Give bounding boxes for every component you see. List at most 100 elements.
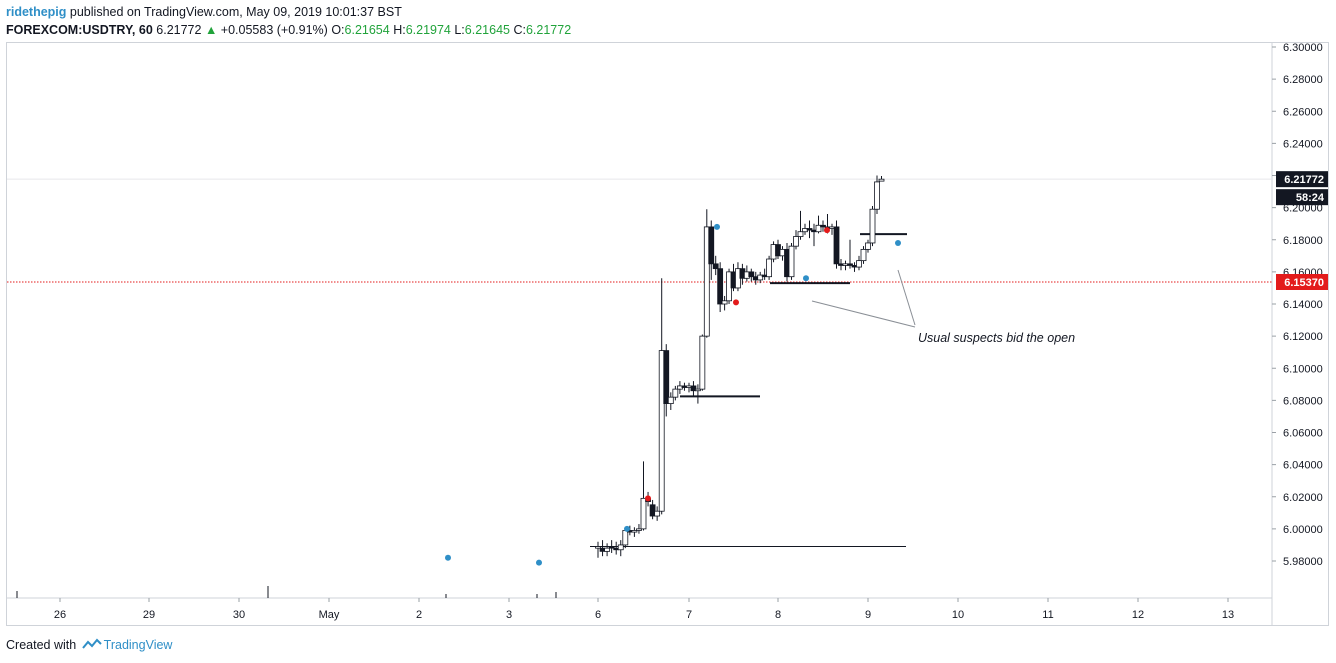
event-marker[interactable] xyxy=(824,227,830,234)
y-tick-label: 6.30000 xyxy=(1283,42,1323,54)
candle-body xyxy=(699,335,706,390)
candle-body xyxy=(604,547,610,552)
event-marker[interactable] xyxy=(895,239,901,246)
y-tick-label: 6.26000 xyxy=(1283,106,1323,118)
created-with: Created with xyxy=(6,638,77,652)
x-tick-label: 2 xyxy=(416,609,422,621)
y-tick-label: 6.08000 xyxy=(1283,395,1323,407)
countdown-label: 58:24 xyxy=(1296,192,1325,204)
change: +0.05583 (+0.91%) xyxy=(220,23,328,37)
x-tick-label: 29 xyxy=(143,609,155,621)
publish-text: published on TradingView.com, May 09, 20… xyxy=(69,5,402,19)
candle-body xyxy=(869,208,876,244)
countdown-label-bg xyxy=(1276,189,1328,206)
candle-body xyxy=(788,245,795,278)
author-link[interactable]: ridethepig xyxy=(6,5,67,19)
y-tick-label: 6.12000 xyxy=(1283,331,1323,343)
event-marker[interactable] xyxy=(733,299,739,306)
open-label: O: xyxy=(331,23,345,37)
annotation-arrow xyxy=(897,269,916,326)
candle-body xyxy=(663,350,670,404)
candle-body xyxy=(703,226,710,337)
x-tick-label: 11 xyxy=(1042,609,1053,621)
candle-body xyxy=(622,530,629,546)
x-tick-label: 8 xyxy=(775,609,781,621)
candle-body xyxy=(672,388,679,398)
candle-body xyxy=(717,268,724,305)
y-tick-label: 6.18000 xyxy=(1283,235,1323,247)
event-marker[interactable] xyxy=(445,554,451,561)
footer: Created with TradingView xyxy=(6,638,172,652)
x-tick-label: 30 xyxy=(233,609,245,621)
candle-body xyxy=(658,350,665,512)
candle-body xyxy=(847,263,853,266)
open-value: 6.21654 xyxy=(344,23,390,37)
candle-body xyxy=(748,271,755,278)
candle-body xyxy=(649,504,656,517)
tradingview-logo-icon xyxy=(81,638,102,649)
x-tick-label: 6 xyxy=(595,609,601,621)
y-tick-label: 5.98000 xyxy=(1283,556,1323,568)
high-label: H: xyxy=(393,23,406,37)
x-tick-label: 26 xyxy=(54,609,66,621)
candle-body xyxy=(806,228,813,231)
candle-body xyxy=(595,546,601,549)
y-tick-label: 6.02000 xyxy=(1283,492,1323,504)
x-tick-label: May xyxy=(319,609,340,621)
x-tick-label: 10 xyxy=(952,609,964,621)
candle-body xyxy=(712,263,719,270)
candle-body xyxy=(793,236,799,247)
x-tick-label: 13 xyxy=(1222,609,1234,621)
up-arrow-icon: ▲ xyxy=(204,23,218,37)
tradingview-link[interactable]: TradingView xyxy=(103,638,173,652)
candle-body xyxy=(631,530,638,533)
current-price-label-bg xyxy=(1276,171,1328,188)
candle-body xyxy=(856,260,862,268)
publish-info: ridethepig published on TradingView.com,… xyxy=(6,4,402,20)
symbol-row: FOREXCOM:USDTRY, 60 6.21772 ▲ +0.05583 (… xyxy=(6,22,571,38)
last-price: 6.21772 xyxy=(156,23,202,37)
candle-body xyxy=(654,510,661,517)
y-tick-label: 6.10000 xyxy=(1283,363,1323,375)
y-tick-label: 6.04000 xyxy=(1283,460,1323,472)
candle-body xyxy=(815,224,822,233)
high-value: 6.21974 xyxy=(405,23,451,37)
y-tick-label: 6.20000 xyxy=(1283,203,1323,215)
low-value: 6.21645 xyxy=(464,23,510,37)
chart-frame xyxy=(6,42,1329,626)
candle-body xyxy=(833,226,840,265)
candle-body xyxy=(636,528,642,531)
candle-body xyxy=(797,231,804,237)
x-tick-label: 7 xyxy=(686,609,692,621)
close-value: 6.21772 xyxy=(525,23,572,37)
candle-body xyxy=(820,224,826,228)
candle-body xyxy=(878,178,885,182)
symbol: FOREXCOM:USDTRY, 60 xyxy=(6,23,153,37)
candle-body xyxy=(874,181,880,210)
candle-body xyxy=(721,300,728,305)
candle-body xyxy=(608,546,615,549)
y-tick-label: 6.06000 xyxy=(1283,428,1323,440)
current-price-label: 6.21772 xyxy=(1284,174,1324,186)
event-marker[interactable] xyxy=(803,275,809,282)
event-marker[interactable] xyxy=(624,525,630,532)
annotation-arrow xyxy=(811,300,916,328)
annotation-text: Usual suspects bid the open xyxy=(918,331,1075,345)
level-price-label-bg xyxy=(1276,273,1328,290)
candle-body xyxy=(766,258,772,278)
candle-body xyxy=(860,248,867,262)
candle-body xyxy=(640,497,647,530)
event-marker[interactable] xyxy=(714,223,720,230)
candle-body xyxy=(695,388,701,392)
event-marker[interactable] xyxy=(536,559,542,566)
candle-body xyxy=(617,544,624,551)
y-tick-label: 6.24000 xyxy=(1283,138,1323,150)
y-tick-label: 6.28000 xyxy=(1283,74,1323,86)
y-tick-label: 6.14000 xyxy=(1283,299,1323,311)
event-marker[interactable] xyxy=(645,495,651,502)
candle-body xyxy=(757,274,764,281)
x-tick-label: 9 xyxy=(865,609,871,621)
y-tick-label: 6.00000 xyxy=(1283,524,1323,536)
candle-body xyxy=(865,242,871,250)
